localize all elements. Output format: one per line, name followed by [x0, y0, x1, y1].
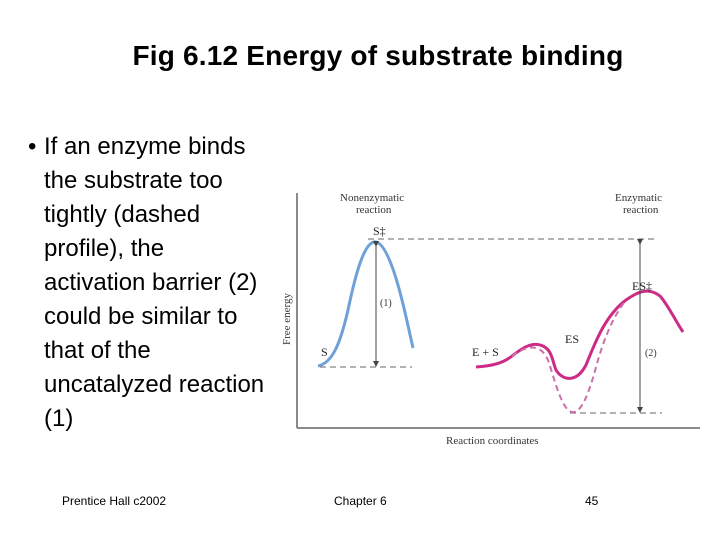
bullet-text: If an enzyme binds the substrate too tig…: [44, 133, 265, 432]
label-es-transition-state: ES‡: [632, 279, 652, 293]
label-enzymatic-line1: Enzymatic: [615, 192, 662, 204]
label-s-transition-state: S‡: [373, 224, 386, 238]
label-enzymatic-line2: reaction: [623, 204, 659, 216]
tight-binding-dashed-curve: [511, 299, 627, 414]
nonenzymatic-curve: [317, 240, 415, 368]
footer-publisher: Prentice Hall c2002: [62, 494, 167, 508]
label-es: ES: [565, 332, 579, 346]
label-barrier-1: (1): [380, 298, 392, 309]
label-nonenzymatic-line2: reaction: [356, 204, 392, 216]
label-nonenzymatic-line1: Nonenzymatic: [340, 192, 404, 204]
label-e-plus-s: E + S: [472, 345, 499, 359]
slide-title: Fig 6.12 Energy of substrate binding: [132, 40, 624, 71]
label-s: S: [321, 345, 328, 359]
footer-chapter: Chapter 6: [334, 494, 387, 508]
bullet-symbol: •: [28, 133, 37, 160]
y-axis-label: Free energy: [281, 292, 293, 345]
enzymatic-curve: [475, 289, 685, 380]
footer-page-number: 45: [585, 494, 599, 508]
x-axis-label: Reaction coordinates: [446, 435, 539, 447]
label-barrier-2: (2): [645, 348, 657, 359]
bullet-point: • If an enzyme binds the substrate too t…: [28, 130, 268, 436]
